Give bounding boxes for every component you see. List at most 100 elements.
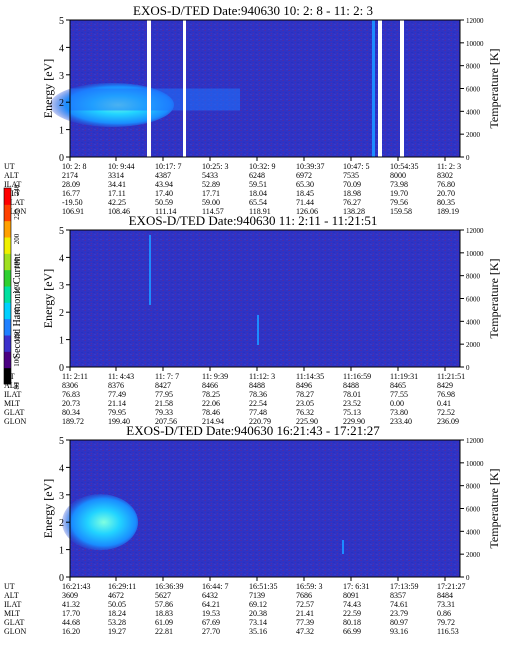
chart-title: EXOS-D/TED Date:940630 11: 2:11 - 11:21:… xyxy=(129,213,378,228)
y-tick-label: 2 xyxy=(59,308,64,319)
info-cell: 11:21:51 xyxy=(437,372,465,381)
colorbar-segment xyxy=(4,351,11,369)
chart-title: EXOS-D/TED Date:940630 16:21:43 - 17:21:… xyxy=(126,423,380,438)
info-cell: 17: 6:31 xyxy=(343,582,369,591)
y2-tick-label: 12000 xyxy=(466,437,484,445)
info-cell: 76.98 xyxy=(437,390,455,399)
info-cell: 10: 2: 8 xyxy=(62,162,86,171)
info-cell: 126.06 xyxy=(296,207,318,216)
info-cell: 22.81 xyxy=(155,627,173,636)
info-cell: 225.90 xyxy=(296,417,318,426)
y-tick-label: 4 xyxy=(59,253,64,264)
info-cell: 74.61 xyxy=(390,600,408,609)
y2-tick-label: 10000 xyxy=(466,40,484,48)
info-cell: 35.16 xyxy=(249,627,267,636)
colorbar-tick-label: 240 xyxy=(13,184,21,195)
info-cell: 10:54:35 xyxy=(390,162,418,171)
info-cell: 78.36 xyxy=(249,390,267,399)
chart-panel-2: EXOS-D/TED Date:940630 11: 2:11 - 11:21:… xyxy=(4,213,501,426)
info-cell: 77.49 xyxy=(108,390,126,399)
info-cell: 8376 xyxy=(108,381,124,390)
info-row-label: ILAT xyxy=(4,600,21,609)
info-cell: 22.59 xyxy=(343,609,361,618)
info-cell: 0.00 xyxy=(390,399,404,408)
info-cell: 16:51:35 xyxy=(249,582,277,591)
info-cell: 77.55 xyxy=(390,390,408,399)
info-cell: 53.28 xyxy=(108,618,126,627)
info-cell: 2174 xyxy=(62,171,78,180)
info-cell: 8306 xyxy=(62,381,78,390)
info-cell: 8000 xyxy=(390,171,406,180)
info-cell: 0.41 xyxy=(437,399,451,408)
info-cell: 73.31 xyxy=(437,600,455,609)
info-cell: 18.45 xyxy=(296,189,314,198)
info-cell: 21.14 xyxy=(108,399,126,408)
info-cell: 8496 xyxy=(296,381,312,390)
y2-tick-label: 0 xyxy=(466,364,470,372)
colorbar-segment xyxy=(4,318,11,336)
info-cell: 11: 7: 7 xyxy=(155,372,179,381)
y-tick-label: 1 xyxy=(59,126,64,137)
plot-noise xyxy=(70,230,460,367)
info-cell: 78.01 xyxy=(343,390,361,399)
y2-tick-label: 0 xyxy=(466,154,470,162)
spike xyxy=(149,235,151,305)
info-cell: 220.79 xyxy=(249,417,271,426)
info-cell: 76.27 xyxy=(343,198,361,207)
info-cell: 114.57 xyxy=(202,207,224,216)
info-cell: 72.52 xyxy=(437,408,455,417)
info-cell: 34.41 xyxy=(108,180,126,189)
info-cell: 8465 xyxy=(390,381,406,390)
colorbar: 80 100 120 140 160 180 200 220 240 Second Harmoni… xyxy=(3,184,23,390)
y2-tick-label: 2000 xyxy=(466,341,481,349)
colorbar-segment xyxy=(4,335,11,352)
info-cell: 22.06 xyxy=(202,399,220,408)
colorbar-segment xyxy=(4,220,11,238)
colorbar-tick-label: 80 xyxy=(13,382,21,390)
info-cell: 70.09 xyxy=(343,180,361,189)
info-cell: 111.14 xyxy=(155,207,176,216)
spike xyxy=(372,20,375,157)
info-row-label: ILAT xyxy=(4,180,21,189)
info-cell: 20.38 xyxy=(249,609,267,618)
info-cell: 8429 xyxy=(437,381,453,390)
info-cell: 79.33 xyxy=(155,408,173,417)
info-row-label: ALT xyxy=(4,381,19,390)
info-cell: 229.90 xyxy=(343,417,365,426)
info-cell: 21.41 xyxy=(296,609,314,618)
y-tick-label: 4 xyxy=(59,463,64,474)
info-cell: 77.39 xyxy=(296,618,314,627)
chart-title: EXOS-D/TED Date:940630 10: 2: 8 - 11: 2:… xyxy=(133,3,373,18)
y-tick-label: 0 xyxy=(59,573,64,584)
info-cell: 76.83 xyxy=(62,390,80,399)
spike xyxy=(342,540,344,554)
y-tick-label: 2 xyxy=(59,518,64,529)
info-cell: 214.94 xyxy=(202,417,224,426)
colorbar-segment xyxy=(4,367,11,385)
info-cell: 50.59 xyxy=(155,198,173,207)
info-cell: 67.69 xyxy=(202,618,220,627)
info-cell: 199.40 xyxy=(108,417,130,426)
info-cell: 11:19:31 xyxy=(390,372,418,381)
info-cell: 79.95 xyxy=(108,408,126,417)
info-cell: 11: 4:43 xyxy=(108,372,134,381)
colorbar-segment xyxy=(4,253,11,271)
info-row-label: MLT xyxy=(4,399,20,408)
info-cell: 10:17: 7 xyxy=(155,162,181,171)
info-row-label: GLON xyxy=(4,627,26,636)
y-tick-label: 3 xyxy=(59,491,64,502)
y2-tick-label: 8000 xyxy=(466,63,481,71)
info-cell: 159.58 xyxy=(390,207,412,216)
info-cell: 43.94 xyxy=(155,180,173,189)
info-cell: 16:29:11 xyxy=(108,582,136,591)
y2-tick-label: 8000 xyxy=(466,273,481,281)
info-cell: 16:59: 3 xyxy=(296,582,322,591)
info-cell: 10:39:37 xyxy=(296,162,324,171)
info-cell: 10:25: 3 xyxy=(202,162,228,171)
info-cell: 4387 xyxy=(155,171,171,180)
info-cell: 27.70 xyxy=(202,627,220,636)
info-cell: 52.89 xyxy=(202,180,220,189)
info-cell: 72.57 xyxy=(296,600,314,609)
info-cell: 6248 xyxy=(249,171,265,180)
info-row-label: ILAT xyxy=(4,390,21,399)
